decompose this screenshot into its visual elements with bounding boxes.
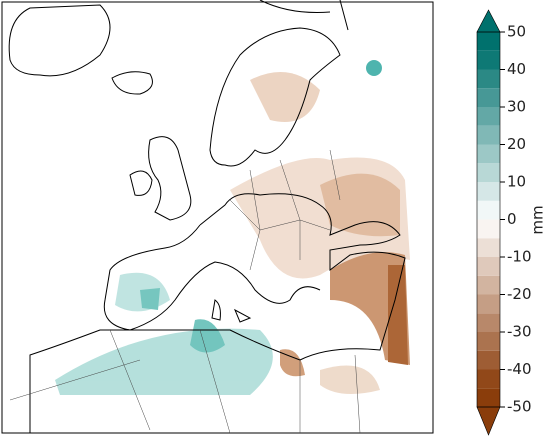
colorbar-extend-low (476, 406, 501, 436)
colorbar-band (477, 69, 500, 89)
colorbar-band (477, 369, 500, 389)
colorbar-band (477, 350, 500, 370)
colorbar-tick-label: 0 (507, 210, 517, 228)
colorbar-label: mm (529, 205, 547, 234)
colorbar-tick-label: -40 (507, 360, 532, 378)
colorbar-band (477, 388, 500, 407)
colorbar-band (477, 200, 500, 220)
colorbar-tick-label: 50 (507, 23, 526, 41)
colorbar-band (477, 257, 500, 276)
colorbar-band (477, 182, 500, 201)
colorbar-tick-label: 20 (507, 135, 526, 153)
colorbar-band (477, 238, 500, 257)
colorbar-band (477, 107, 500, 126)
coastlines (8, 0, 406, 433)
anomaly-fields (55, 60, 410, 395)
colorbar-band (477, 32, 500, 51)
colorbar-band (477, 50, 500, 70)
colorbar-band (477, 88, 500, 107)
colorbar-tick-label: -20 (507, 285, 532, 303)
colorbar-tick-label: -30 (507, 323, 532, 341)
colorbar-tick-label: -10 (507, 248, 532, 266)
colorbar-tick-label: -50 (507, 398, 532, 416)
colorbar-tick-label: 40 (507, 60, 526, 78)
map (1, 0, 434, 434)
colorbar-band (477, 163, 500, 182)
colorbar-band (477, 294, 500, 314)
colorbar-band (477, 219, 500, 239)
colorbar-band (477, 144, 500, 164)
colorbar: 50 40 30 20 10 0 -10 -20 -30 -40 -50 (476, 9, 532, 436)
colorbar-tick-label: 10 (507, 173, 526, 191)
colorbar-band (477, 313, 500, 332)
colorbar-band (477, 275, 500, 295)
borders (9, 149, 361, 434)
colorbar-band (477, 332, 500, 351)
colorbar-tick-label: 30 (507, 98, 526, 116)
colorbar-extend-high (476, 9, 501, 33)
colorbar-band (477, 125, 500, 145)
